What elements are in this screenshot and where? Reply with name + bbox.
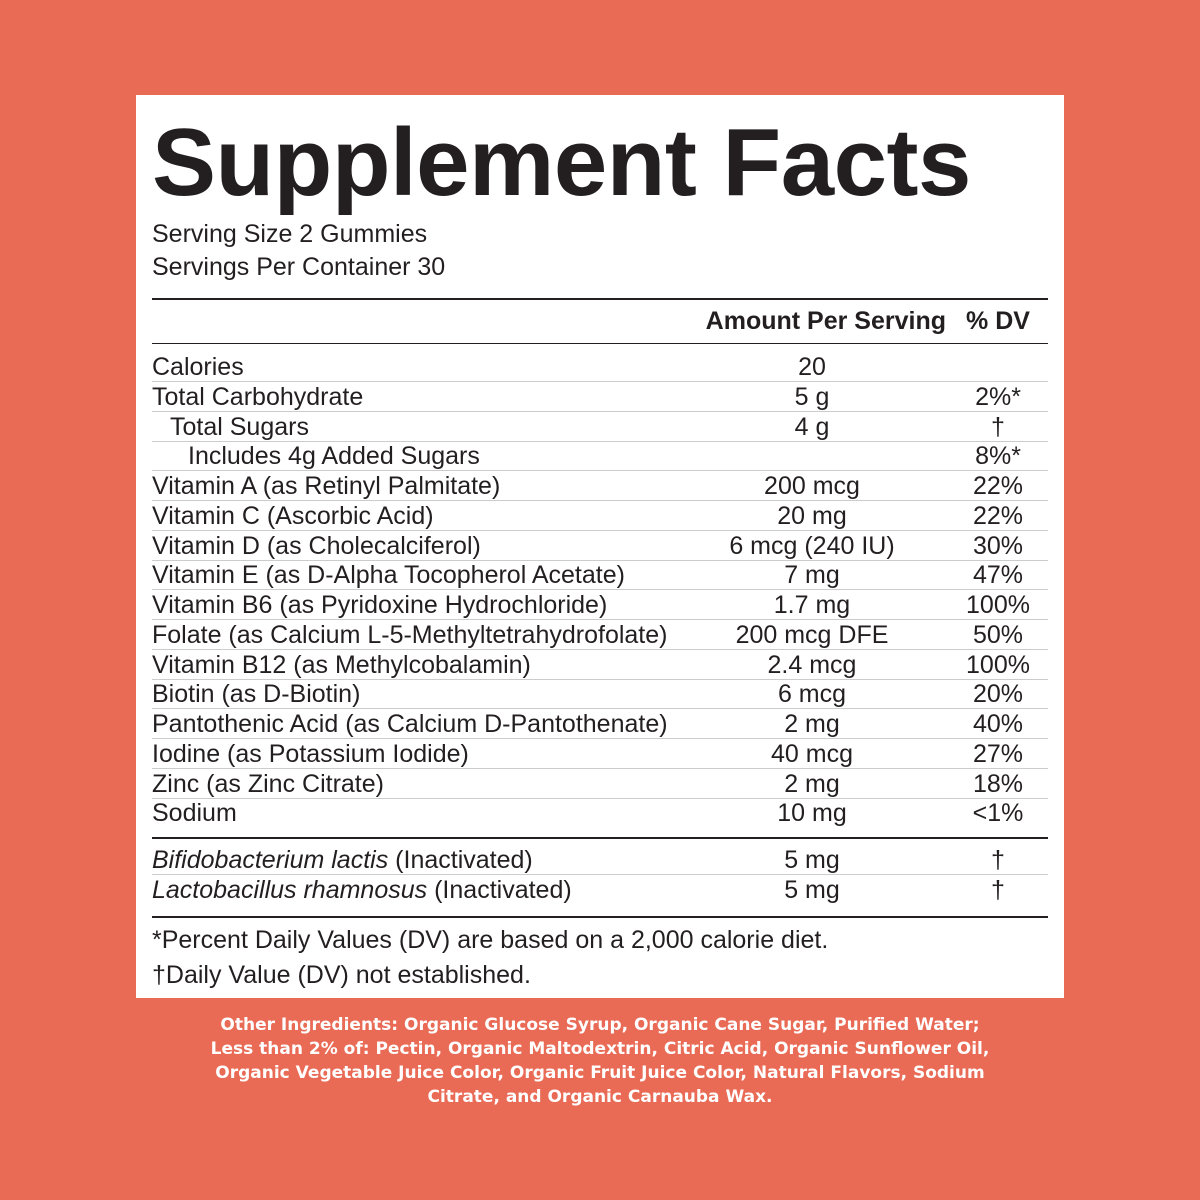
probiotic-species: Lactobacillus rhamnosus	[152, 875, 428, 904]
rule	[152, 298, 1048, 300]
row-rule	[152, 874, 1048, 875]
nutrient-amount: 200 mcg	[764, 472, 860, 500]
nutrient-dv: <1%	[972, 799, 1024, 828]
title: Supplement Facts	[152, 109, 971, 216]
nutrient-dv: 18%	[972, 769, 1024, 798]
nutrient-amount: 6 mcg	[777, 680, 847, 709]
footnote: *Percent Daily Values (DV) are based on …	[152, 926, 829, 954]
nutrient-dv: 30%	[972, 531, 1024, 560]
nutrient-amount: 200 mcg DFE	[735, 620, 889, 649]
nutrient-amount: 6 mcg (240 IU)	[729, 531, 895, 560]
nutrient-name: Biotin (as D-Biotin)	[152, 680, 361, 709]
row-rule	[152, 410, 1048, 412]
row-rule	[152, 678, 1048, 680]
probiotic-name: Bifidobacterium lactis (Inactivated)	[152, 845, 533, 875]
nutrient-amount: 5 g	[794, 382, 830, 411]
nutrient-dv: 40%	[972, 710, 1024, 738]
row-rule	[152, 648, 1048, 650]
nutrient-name: Vitamin B12 (as Methylcobalamin)	[152, 650, 531, 679]
ingredient-line: Citrate, and Organic Carnauba Wax.	[427, 1087, 773, 1107]
row-rule	[152, 708, 1048, 710]
row-rule	[152, 559, 1048, 561]
nutrient-dv: 27%	[972, 739, 1024, 768]
row-rule	[152, 470, 1048, 472]
row-rule	[152, 767, 1048, 769]
probiotic-amount: 5 mg	[784, 846, 840, 874]
nutrient-dv: 8%*	[975, 442, 1021, 471]
rule	[152, 916, 1048, 918]
dv-header: % DV	[966, 307, 1030, 335]
facts-panel: Supplement Facts Serving Size 2 Gummies …	[136, 95, 1064, 998]
other-ingredients: Other Ingredients: Organic Glucose Syrup…	[0, 1013, 1200, 1109]
row-rule	[152, 619, 1048, 620]
nutrient-name: Total Sugars	[170, 412, 309, 441]
row-rule	[152, 589, 1048, 591]
nutrient-amount: 1.7 mg	[773, 591, 851, 619]
nutrient-amount: 20	[798, 353, 826, 381]
nutrient-amount: 20 mg	[777, 501, 847, 530]
serving-size: Serving Size 2 Gummies	[152, 220, 428, 248]
probiotic-note: (Inactivated)	[434, 875, 572, 904]
servings-per-container: Servings Per Container 30	[152, 253, 446, 281]
nutrient-name: Calories	[152, 353, 244, 381]
rule	[152, 343, 1048, 344]
probiotic-dv: †	[991, 875, 1005, 904]
nutrient-dv: 2%*	[975, 382, 1021, 411]
nutrient-dv: 100%	[966, 591, 1030, 619]
row-rule	[152, 738, 1048, 739]
nutrient-name: Sodium	[152, 799, 237, 828]
probiotic-dv: †	[991, 846, 1005, 874]
row-rule	[152, 381, 1048, 382]
probiotic-name: Lactobacillus rhamnosus (Inactivated)	[152, 875, 572, 905]
nutrient-name: Iodine (as Potassium Iodide)	[152, 739, 469, 768]
nutrient-dv: 50%	[972, 620, 1024, 649]
ingredient-line: Less than 2% of: Pectin, Organic Maltode…	[210, 1039, 990, 1059]
row-rule	[152, 440, 1048, 442]
nutrient-name: Vitamin B6 (as Pyridoxine Hydrochloride)	[152, 591, 608, 619]
nutrient-name: Pantothenic Acid (as Calcium D-Pantothen…	[152, 710, 668, 738]
nutrient-amount: 2 mg	[784, 769, 840, 798]
rule	[152, 837, 1048, 839]
nutrient-amount: 10 mg	[777, 799, 847, 828]
row-rule	[152, 529, 1048, 531]
nutrient-name: Zinc (as Zinc Citrate)	[152, 769, 384, 798]
nutrient-amount: 4 g	[794, 412, 830, 441]
nutrient-name: Folate (as Calcium L-5-Methyltetrahydrof…	[152, 620, 668, 649]
nutrient-name: Includes 4g Added Sugars	[188, 442, 480, 471]
nutrient-name: Vitamin A (as Retinyl Palmitate)	[152, 472, 501, 500]
nutrient-amount: 2 mg	[784, 710, 840, 738]
amount-header: Amount Per Serving	[705, 307, 946, 335]
probiotic-species: Bifidobacterium lactis	[152, 846, 389, 874]
row-rule	[152, 500, 1048, 501]
ingredient-line: Other Ingredients: Organic Glucose Syrup…	[220, 1015, 980, 1035]
nutrient-dv: 100%	[966, 650, 1030, 679]
nutrient-dv: 20%	[972, 680, 1024, 709]
nutrient-name: Total Carbohydrate	[152, 382, 364, 411]
nutrient-amount: 7 mg	[784, 561, 840, 590]
probiotic-note: (Inactivated)	[395, 846, 533, 874]
nutrient-amount: 40 mcg	[771, 739, 853, 768]
probiotic-amount: 5 mg	[784, 875, 840, 904]
ingredient-line: Organic Vegetable Juice Color, Organic F…	[215, 1063, 985, 1083]
nutrient-dv: 47%	[972, 561, 1024, 590]
row-rule	[152, 797, 1048, 799]
nutrient-dv: †	[991, 412, 1005, 441]
nutrient-name: Vitamin E (as D-Alpha Tocopherol Acetate…	[152, 561, 625, 590]
nutrient-name: Vitamin D (as Cholecalciferol)	[152, 531, 481, 560]
nutrient-name: Vitamin C (Ascorbic Acid)	[152, 501, 434, 530]
nutrient-dv: 22%	[972, 501, 1024, 530]
nutrient-amount: 2.4 mcg	[767, 650, 857, 679]
nutrient-dv: 22%	[972, 472, 1024, 500]
footnote: †Daily Value (DV) not established.	[152, 961, 531, 989]
